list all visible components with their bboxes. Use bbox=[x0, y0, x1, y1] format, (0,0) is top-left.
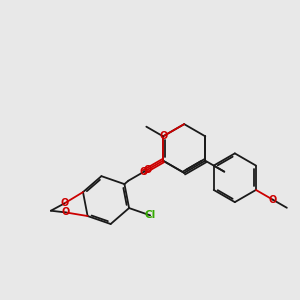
Text: Cl: Cl bbox=[145, 210, 156, 220]
Text: O: O bbox=[160, 131, 168, 141]
Text: O: O bbox=[140, 167, 148, 177]
Text: O: O bbox=[60, 199, 68, 208]
Text: O: O bbox=[62, 208, 70, 218]
Text: O: O bbox=[268, 195, 277, 205]
Text: O: O bbox=[143, 165, 152, 176]
